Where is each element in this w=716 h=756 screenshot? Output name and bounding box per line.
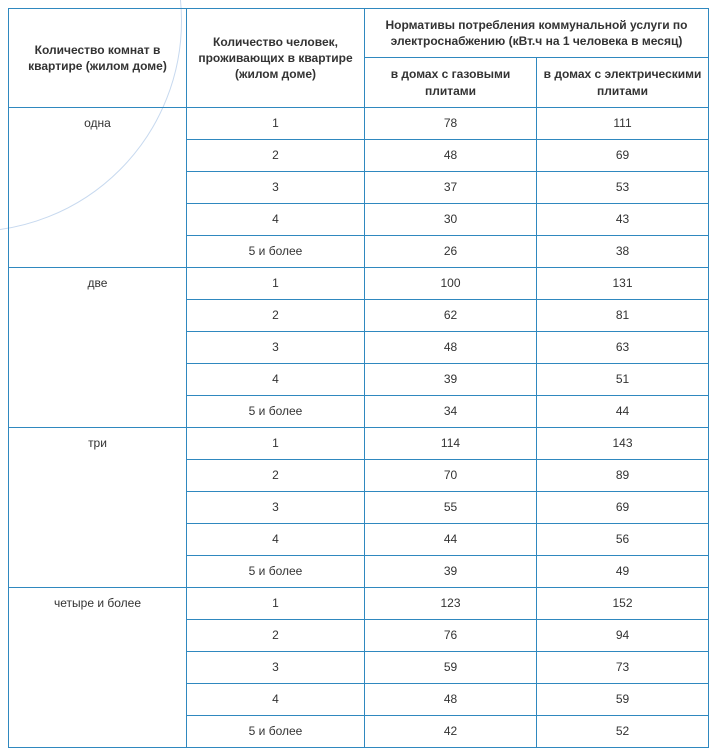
- cell-people: 4: [187, 203, 365, 235]
- cell-gas: 123: [365, 587, 537, 619]
- cell-gas: 30: [365, 203, 537, 235]
- cell-electric: 52: [537, 715, 709, 747]
- cell-people: 2: [187, 459, 365, 491]
- cell-gas: 34: [365, 395, 537, 427]
- cell-gas: 55: [365, 491, 537, 523]
- cell-electric: 49: [537, 555, 709, 587]
- cell-people: 3: [187, 171, 365, 203]
- cell-people: 5 и более: [187, 235, 365, 267]
- cell-people: 3: [187, 331, 365, 363]
- cell-rooms: три: [9, 427, 187, 587]
- cell-gas: 44: [365, 523, 537, 555]
- cell-gas: 37: [365, 171, 537, 203]
- cell-people: 3: [187, 651, 365, 683]
- cell-electric: 111: [537, 107, 709, 139]
- cell-people: 1: [187, 267, 365, 299]
- cell-people: 4: [187, 363, 365, 395]
- cell-gas: 26: [365, 235, 537, 267]
- cell-electric: 59: [537, 683, 709, 715]
- cell-electric: 56: [537, 523, 709, 555]
- cell-electric: 89: [537, 459, 709, 491]
- cell-electric: 53: [537, 171, 709, 203]
- table-row: три1114143: [9, 427, 709, 459]
- table-header: Количество комнат в квартире (жилом доме…: [9, 9, 709, 108]
- cell-electric: 94: [537, 619, 709, 651]
- cell-gas: 39: [365, 555, 537, 587]
- cell-rooms: две: [9, 267, 187, 427]
- col-header-gas: в домах с газовыми плитами: [365, 58, 537, 107]
- cell-gas: 48: [365, 139, 537, 171]
- col-header-rooms: Количество комнат в квартире (жилом доме…: [9, 9, 187, 108]
- cell-electric: 81: [537, 299, 709, 331]
- cell-rooms: одна: [9, 107, 187, 267]
- cell-electric: 51: [537, 363, 709, 395]
- cell-electric: 63: [537, 331, 709, 363]
- cell-gas: 42: [365, 715, 537, 747]
- cell-gas: 48: [365, 683, 537, 715]
- table-row: две1100131: [9, 267, 709, 299]
- col-header-norms: Нормативы потребления коммунальной услуг…: [365, 9, 709, 58]
- table-row: одна178111: [9, 107, 709, 139]
- cell-people: 5 и более: [187, 555, 365, 587]
- cell-electric: 43: [537, 203, 709, 235]
- cell-electric: 44: [537, 395, 709, 427]
- cell-gas: 78: [365, 107, 537, 139]
- electricity-norms-table: Количество комнат в квартире (жилом доме…: [8, 8, 709, 748]
- cell-people: 2: [187, 299, 365, 331]
- cell-electric: 152: [537, 587, 709, 619]
- cell-people: 3: [187, 491, 365, 523]
- cell-people: 1: [187, 587, 365, 619]
- cell-gas: 48: [365, 331, 537, 363]
- cell-people: 1: [187, 107, 365, 139]
- cell-electric: 69: [537, 491, 709, 523]
- cell-rooms: четыре и более: [9, 587, 187, 747]
- cell-people: 2: [187, 139, 365, 171]
- cell-people: 4: [187, 523, 365, 555]
- cell-gas: 100: [365, 267, 537, 299]
- cell-electric: 38: [537, 235, 709, 267]
- cell-gas: 70: [365, 459, 537, 491]
- cell-gas: 76: [365, 619, 537, 651]
- cell-people: 2: [187, 619, 365, 651]
- cell-gas: 62: [365, 299, 537, 331]
- cell-people: 5 и более: [187, 715, 365, 747]
- cell-electric: 69: [537, 139, 709, 171]
- cell-people: 5 и более: [187, 395, 365, 427]
- table-body: одна1781112486933753430435 и более2638дв…: [9, 107, 709, 747]
- cell-electric: 73: [537, 651, 709, 683]
- cell-gas: 39: [365, 363, 537, 395]
- cell-gas: 59: [365, 651, 537, 683]
- cell-people: 1: [187, 427, 365, 459]
- cell-gas: 114: [365, 427, 537, 459]
- cell-electric: 131: [537, 267, 709, 299]
- cell-electric: 143: [537, 427, 709, 459]
- cell-people: 4: [187, 683, 365, 715]
- table-row: четыре и более1123152: [9, 587, 709, 619]
- col-header-people: Количество человек, проживающих в кварти…: [187, 9, 365, 108]
- col-header-electric: в домах с электрическими плитами: [537, 58, 709, 107]
